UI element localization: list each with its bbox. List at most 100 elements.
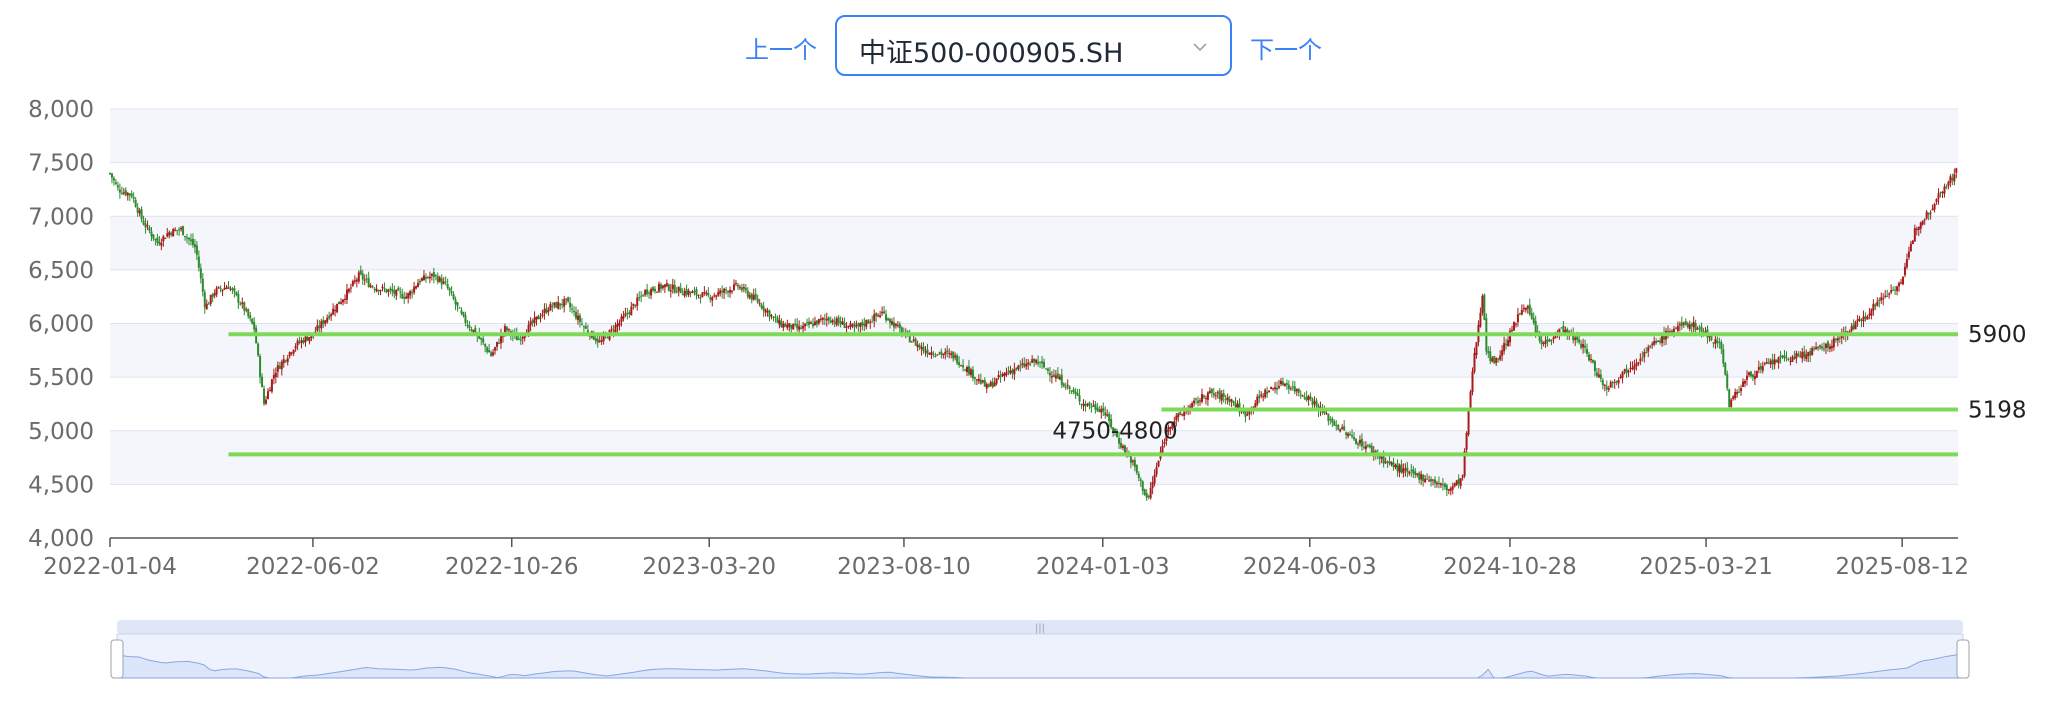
candle-body — [1015, 367, 1018, 370]
candle-body — [496, 341, 499, 347]
candle-body — [1538, 333, 1541, 341]
candle-body — [1412, 469, 1415, 474]
zoom-slider[interactable]: ||| — [110, 620, 1970, 679]
candle-body — [685, 289, 688, 295]
candle-body — [1534, 321, 1537, 333]
candle-body — [965, 367, 968, 373]
zoom-slider-right-handle[interactable] — [1956, 639, 1970, 679]
y-tick-label: 5,000 — [28, 419, 94, 445]
candle-body — [1951, 177, 1954, 181]
candle-body — [1937, 193, 1940, 199]
candle-body — [1637, 362, 1640, 364]
candle-body — [1080, 403, 1083, 405]
candle-body — [640, 295, 643, 297]
candle-body — [1046, 368, 1049, 371]
candle-body — [326, 317, 329, 323]
candle-body — [237, 294, 240, 303]
candle-body — [766, 311, 769, 313]
candle-body — [661, 285, 664, 289]
candle-body — [1925, 211, 1928, 219]
candle-body — [405, 296, 408, 299]
candle-body — [438, 277, 441, 282]
candle-body — [1270, 387, 1273, 389]
candle-body — [1684, 321, 1687, 325]
candle-body — [679, 287, 682, 293]
candle-body — [1888, 293, 1891, 295]
candle-body — [1453, 483, 1456, 487]
candle-body — [371, 286, 374, 288]
candle-body — [890, 321, 893, 325]
candle-body — [1779, 355, 1782, 358]
candle-body — [1218, 390, 1221, 400]
candle-body — [924, 351, 927, 353]
y-tick-label: 6,000 — [28, 312, 94, 338]
candle-body — [168, 232, 171, 236]
index-select[interactable]: 中证500-000905.SH — [835, 15, 1232, 76]
candle-body — [1289, 388, 1292, 390]
candle-body — [191, 238, 194, 246]
candle-body — [539, 317, 542, 319]
candle-body — [452, 294, 455, 300]
candle-body — [334, 310, 337, 312]
candle-body — [1406, 467, 1409, 472]
candle-body — [373, 288, 376, 290]
candle-body — [920, 346, 923, 350]
candle-body — [1473, 353, 1476, 372]
candle-body — [203, 292, 206, 308]
candle-body — [1615, 381, 1618, 383]
candle-body — [1530, 312, 1533, 319]
x-tick-label: 2022-10-26 — [445, 554, 579, 580]
candle-body — [361, 273, 364, 280]
candle-body — [1432, 479, 1435, 481]
candle-body — [808, 321, 811, 325]
candle-body — [1501, 350, 1504, 356]
candle-body — [1728, 389, 1731, 407]
candle-body — [1394, 465, 1397, 468]
candle-body — [663, 284, 666, 288]
candle-body — [318, 325, 321, 328]
candle-body — [1054, 375, 1057, 379]
candle-body — [1499, 355, 1502, 360]
candle-body — [1747, 372, 1750, 376]
candle-body — [1623, 369, 1626, 372]
candle-body — [1339, 429, 1342, 432]
candle-body — [450, 291, 453, 294]
candle-body — [415, 286, 418, 289]
candle-body — [1094, 404, 1097, 410]
candle-body — [557, 302, 560, 309]
candle-body — [1333, 421, 1336, 426]
candle-body — [1396, 463, 1399, 472]
next-button[interactable]: 下一个 — [1250, 36, 1322, 64]
candle-body — [132, 197, 135, 199]
candle-body — [1505, 343, 1508, 345]
candle-body — [444, 281, 447, 283]
candle-body — [1896, 286, 1899, 291]
candle-body — [964, 369, 967, 371]
candle-body — [1712, 342, 1715, 344]
candle-body — [1360, 438, 1363, 447]
candle-body — [1621, 372, 1624, 378]
candle-body — [446, 284, 449, 289]
candle-body — [1544, 340, 1547, 344]
candle-body — [865, 320, 868, 327]
candle-body — [1953, 174, 1956, 182]
candle-body — [1139, 479, 1142, 481]
candle-body — [1631, 367, 1634, 369]
level-label: 5900 — [1968, 322, 2027, 348]
prev-button[interactable]: 上一个 — [745, 36, 817, 64]
candle-body — [1913, 228, 1916, 242]
candle-body — [1734, 391, 1737, 398]
zoom-slider-left-handle[interactable] — [110, 639, 124, 679]
candle-body — [673, 284, 676, 293]
candle-body — [742, 287, 745, 289]
candle-body — [1143, 489, 1146, 495]
candle-body — [622, 315, 625, 319]
candle-body — [328, 315, 331, 319]
candle-body — [1005, 372, 1008, 375]
candle-body — [659, 284, 662, 289]
candle-body — [857, 323, 860, 327]
candle-body — [174, 229, 177, 231]
candle-body — [1378, 455, 1381, 459]
candle-body — [1603, 385, 1606, 387]
candle-body — [1021, 363, 1024, 365]
